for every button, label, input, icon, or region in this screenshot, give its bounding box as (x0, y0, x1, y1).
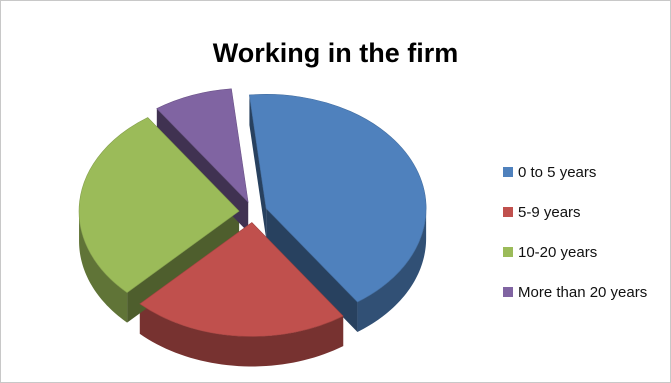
legend-item-5-9-years: 5-9 years (503, 203, 647, 221)
legend-item-0-to-5-years: 0 to 5 years (503, 163, 647, 181)
legend-item-more-than-20-years: More than 20 years (503, 283, 648, 301)
pie-slice-more-than-20-years (156, 88, 249, 204)
slice-rim-10-20-years (79, 211, 128, 323)
legend-swatch (503, 207, 513, 217)
pie-slice-0-to-5-years (249, 94, 427, 303)
pie-tops (78, 88, 427, 337)
legend-label: 5-9 years (518, 203, 581, 221)
legend: 0 to 5 years 5-9 years 10-20 years More … (503, 163, 648, 325)
slice-rim-0-to-5-years (357, 208, 427, 332)
chart-title: Working in the firm (212, 38, 459, 68)
slice-edge-0-to-5-years-0 (249, 94, 267, 239)
legend-swatch (503, 287, 513, 297)
legend-label: 10-20 years (518, 243, 598, 261)
pie-slice-5-9-years (139, 222, 344, 337)
legend-swatch (503, 167, 513, 177)
legend-label: More than 20 years (518, 283, 648, 301)
legend-item-10-20-years: 10-20 years (503, 243, 647, 261)
legend-swatch (503, 247, 513, 257)
slice-rim-5-9-years (139, 303, 344, 367)
legend-label: 0 to 5 years (518, 163, 597, 181)
pie-slice-10-20-years (78, 117, 240, 293)
slice-edge-0-to-5-years-1 (266, 208, 358, 332)
